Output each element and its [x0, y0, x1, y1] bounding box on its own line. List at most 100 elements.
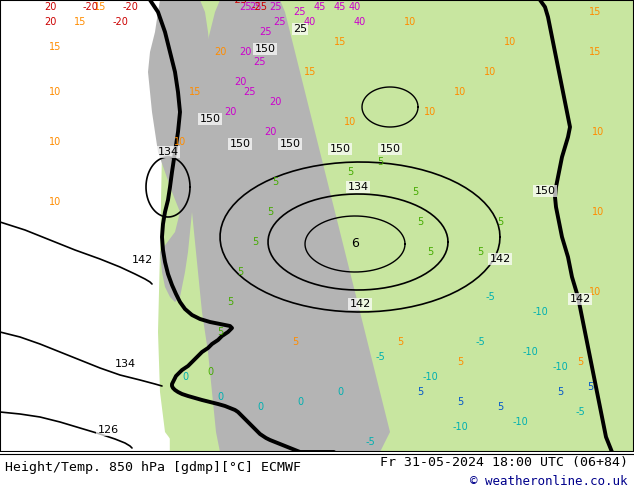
Text: 5: 5 [497, 217, 503, 227]
Text: 20: 20 [264, 127, 276, 137]
Text: 0: 0 [182, 372, 188, 382]
Text: 5: 5 [457, 357, 463, 367]
Text: 15: 15 [589, 7, 601, 17]
Text: 5: 5 [477, 247, 483, 257]
Text: 10: 10 [424, 107, 436, 117]
Text: 5: 5 [457, 397, 463, 407]
Text: -20: -20 [122, 2, 138, 12]
Text: -10: -10 [552, 362, 568, 372]
Text: 10: 10 [404, 17, 416, 27]
Text: 150: 150 [254, 44, 276, 54]
Text: 20: 20 [234, 77, 246, 87]
Text: -20: -20 [82, 2, 98, 12]
Polygon shape [148, 0, 210, 302]
Text: 25: 25 [243, 87, 256, 97]
Text: 134: 134 [115, 359, 136, 369]
Text: -10: -10 [422, 372, 438, 382]
Text: 25: 25 [239, 2, 251, 12]
Text: 10: 10 [454, 87, 466, 97]
Text: 20: 20 [44, 17, 56, 27]
Text: 15: 15 [49, 42, 61, 52]
Text: 15: 15 [334, 37, 346, 47]
Text: 15: 15 [589, 47, 601, 57]
Text: 0: 0 [297, 397, 303, 407]
Text: -25: -25 [252, 2, 268, 12]
Text: 25: 25 [274, 17, 286, 27]
Text: 5: 5 [252, 237, 258, 247]
Text: 45: 45 [314, 2, 326, 12]
Text: 0: 0 [257, 402, 263, 412]
Text: Height/Temp. 850 hPa [gdmp][°C] ECMWF: Height/Temp. 850 hPa [gdmp][°C] ECMWF [5, 461, 301, 474]
Text: -25: -25 [232, 0, 248, 5]
Text: 40: 40 [354, 17, 366, 27]
Text: 10: 10 [592, 207, 604, 217]
Text: 40: 40 [349, 2, 361, 12]
Text: 134: 134 [157, 147, 179, 157]
Text: -10: -10 [522, 347, 538, 357]
Text: 5: 5 [497, 402, 503, 412]
Text: 10: 10 [592, 127, 604, 137]
Text: 0: 0 [337, 387, 343, 397]
Text: 5: 5 [347, 167, 353, 177]
Text: 15: 15 [304, 67, 316, 77]
Text: 10: 10 [344, 117, 356, 127]
Text: 142: 142 [131, 255, 153, 265]
Text: 5: 5 [427, 247, 433, 257]
Text: 25: 25 [294, 7, 306, 17]
Text: 10: 10 [49, 137, 61, 147]
Text: 5: 5 [417, 217, 423, 227]
Text: -5: -5 [365, 437, 375, 447]
Text: 5: 5 [397, 337, 403, 347]
Text: 5: 5 [557, 387, 563, 397]
Text: 10: 10 [484, 67, 496, 77]
Text: -5: -5 [375, 352, 385, 362]
Text: 10: 10 [174, 137, 186, 147]
Text: 20: 20 [44, 2, 56, 12]
Text: 25: 25 [249, 2, 261, 12]
Text: -5: -5 [575, 407, 585, 417]
Text: 5: 5 [217, 327, 223, 337]
Polygon shape [158, 0, 634, 452]
Text: -5: -5 [485, 292, 495, 302]
Text: -10: -10 [532, 307, 548, 317]
Text: 15: 15 [74, 17, 86, 27]
Text: -10: -10 [512, 417, 528, 427]
Text: 20: 20 [239, 47, 251, 57]
Polygon shape [170, 0, 634, 452]
Text: 134: 134 [347, 182, 368, 192]
Text: 20: 20 [214, 47, 226, 57]
Text: 10: 10 [49, 87, 61, 97]
Text: 10: 10 [49, 197, 61, 207]
Polygon shape [190, 0, 390, 452]
Text: 10: 10 [504, 37, 516, 47]
Text: 5: 5 [237, 267, 243, 277]
Text: 5: 5 [587, 382, 593, 392]
Text: 150: 150 [380, 144, 401, 154]
Text: -20: -20 [112, 17, 128, 27]
Text: 150: 150 [200, 114, 221, 124]
Text: 0: 0 [217, 392, 223, 402]
Text: 25: 25 [269, 2, 281, 12]
Text: 20: 20 [224, 107, 236, 117]
Text: 45: 45 [334, 2, 346, 12]
Text: 20: 20 [269, 97, 281, 107]
Text: 15: 15 [94, 2, 106, 12]
Text: 5: 5 [267, 207, 273, 217]
Text: 150: 150 [534, 186, 555, 196]
Text: 5: 5 [227, 297, 233, 307]
Text: © weatheronline.co.uk: © weatheronline.co.uk [470, 475, 628, 488]
Text: 142: 142 [569, 294, 591, 304]
Text: 0: 0 [207, 367, 213, 377]
Text: 150: 150 [330, 144, 351, 154]
Text: 5: 5 [292, 337, 298, 347]
Text: 150: 150 [280, 139, 301, 149]
Text: 25: 25 [254, 57, 266, 67]
Text: 126: 126 [98, 425, 119, 435]
Text: 150: 150 [230, 139, 250, 149]
Text: 5: 5 [577, 357, 583, 367]
Text: -10: -10 [452, 422, 468, 432]
Text: 5: 5 [412, 187, 418, 197]
Text: 6: 6 [351, 237, 359, 250]
Text: 5: 5 [272, 177, 278, 187]
Text: Fr 31-05-2024 18:00 UTC (06+84): Fr 31-05-2024 18:00 UTC (06+84) [380, 456, 628, 469]
